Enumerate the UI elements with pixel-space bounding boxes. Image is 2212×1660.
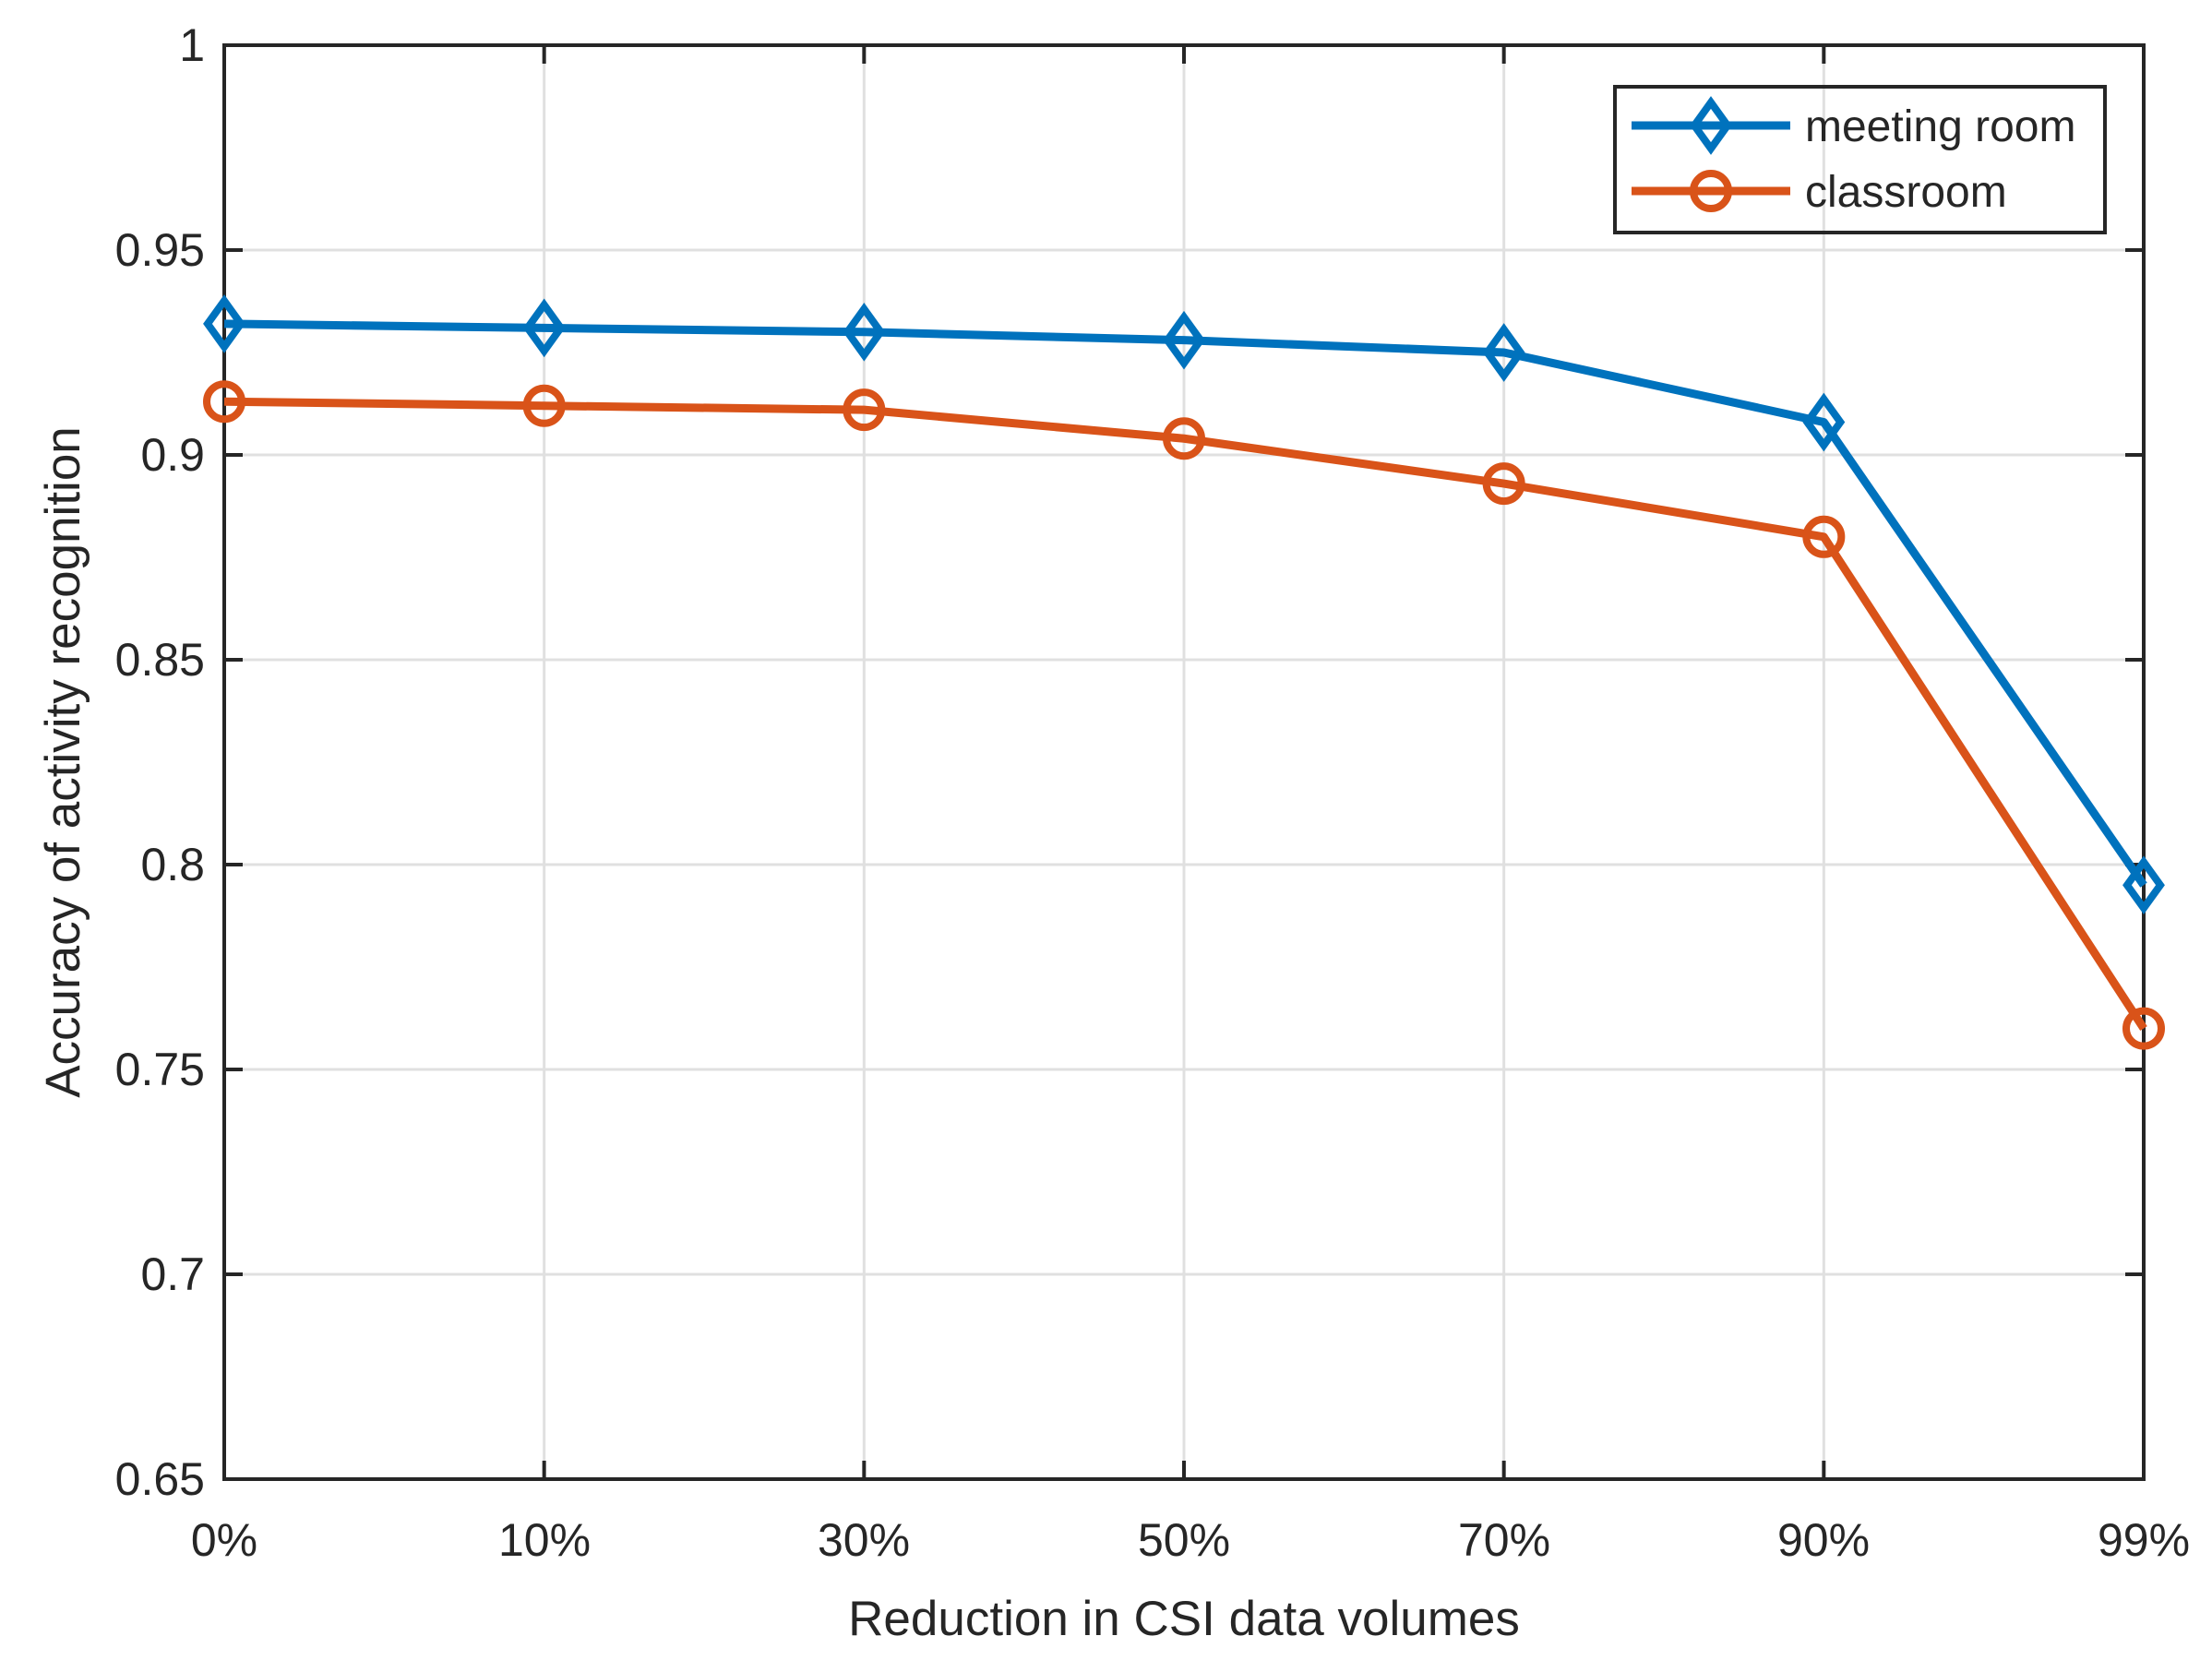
series-line-meeting-room bbox=[223, 319, 2147, 888]
series-line-classroom bbox=[223, 397, 2147, 1032]
meeting-room-diamond-marker bbox=[1163, 310, 1205, 370]
meeting-room-diamond-marker bbox=[1802, 392, 1846, 452]
classroom-circle-marker bbox=[1163, 417, 1205, 460]
y-tick-label: 0.85 bbox=[115, 634, 205, 686]
x-axis-title: Reduction in CSI data volumes bbox=[848, 1592, 1520, 1646]
meeting-room-diamond-marker bbox=[2122, 855, 2165, 915]
legend-classroom-circle-marker bbox=[1690, 170, 1732, 212]
classroom-circle-marker bbox=[2122, 1007, 2165, 1050]
legend-label-meeting-room: meeting room bbox=[1805, 102, 2075, 151]
y-tick-label: 1 bbox=[179, 19, 205, 71]
meeting-room-diamond-marker bbox=[843, 302, 886, 362]
tick-marks bbox=[222, 43, 2146, 1481]
classroom-circle-marker bbox=[1802, 515, 1846, 558]
legend-label-classroom: classroom bbox=[1805, 168, 2007, 217]
meeting-room-diamond-marker bbox=[203, 294, 245, 353]
meeting-room-diamond-marker bbox=[522, 298, 566, 358]
legend-box bbox=[1613, 85, 2107, 234]
classroom-circle-marker bbox=[1482, 462, 1525, 506]
x-tick-label: 30% bbox=[818, 1514, 910, 1566]
legend-samples bbox=[1632, 96, 1790, 212]
classroom-circle-marker bbox=[522, 384, 566, 427]
series-meeting-room bbox=[203, 294, 2165, 915]
y-tick-label: 0.9 bbox=[140, 429, 205, 481]
x-tick-label: 70% bbox=[1458, 1514, 1550, 1566]
classroom-circle-marker bbox=[203, 380, 245, 424]
x-tick-label: 50% bbox=[1138, 1514, 1230, 1566]
y-tick-label: 0.75 bbox=[115, 1044, 205, 1095]
series-layer bbox=[203, 294, 2165, 1050]
y-tick-label: 0.8 bbox=[140, 839, 205, 890]
legend: meeting room classroom bbox=[1613, 85, 2107, 234]
y-axis-title: Accuracy of activity recognition bbox=[36, 426, 90, 1098]
meeting-room-diamond-marker bbox=[1482, 323, 1525, 382]
x-tick-label: 10% bbox=[498, 1514, 591, 1566]
series-classroom bbox=[203, 380, 2165, 1050]
y-tick-label: 0.65 bbox=[115, 1453, 205, 1505]
y-tick-label: 0.7 bbox=[140, 1248, 205, 1300]
grid-layer bbox=[224, 45, 2144, 1479]
classroom-circle-marker bbox=[843, 388, 886, 432]
x-tick-label: 0% bbox=[191, 1514, 257, 1566]
x-tick-label: 99% bbox=[2098, 1514, 2190, 1566]
legend-meeting-room-diamond-marker bbox=[1690, 96, 1732, 155]
y-tick-label: 0.95 bbox=[115, 224, 205, 276]
x-tick-label: 90% bbox=[1777, 1514, 1870, 1566]
